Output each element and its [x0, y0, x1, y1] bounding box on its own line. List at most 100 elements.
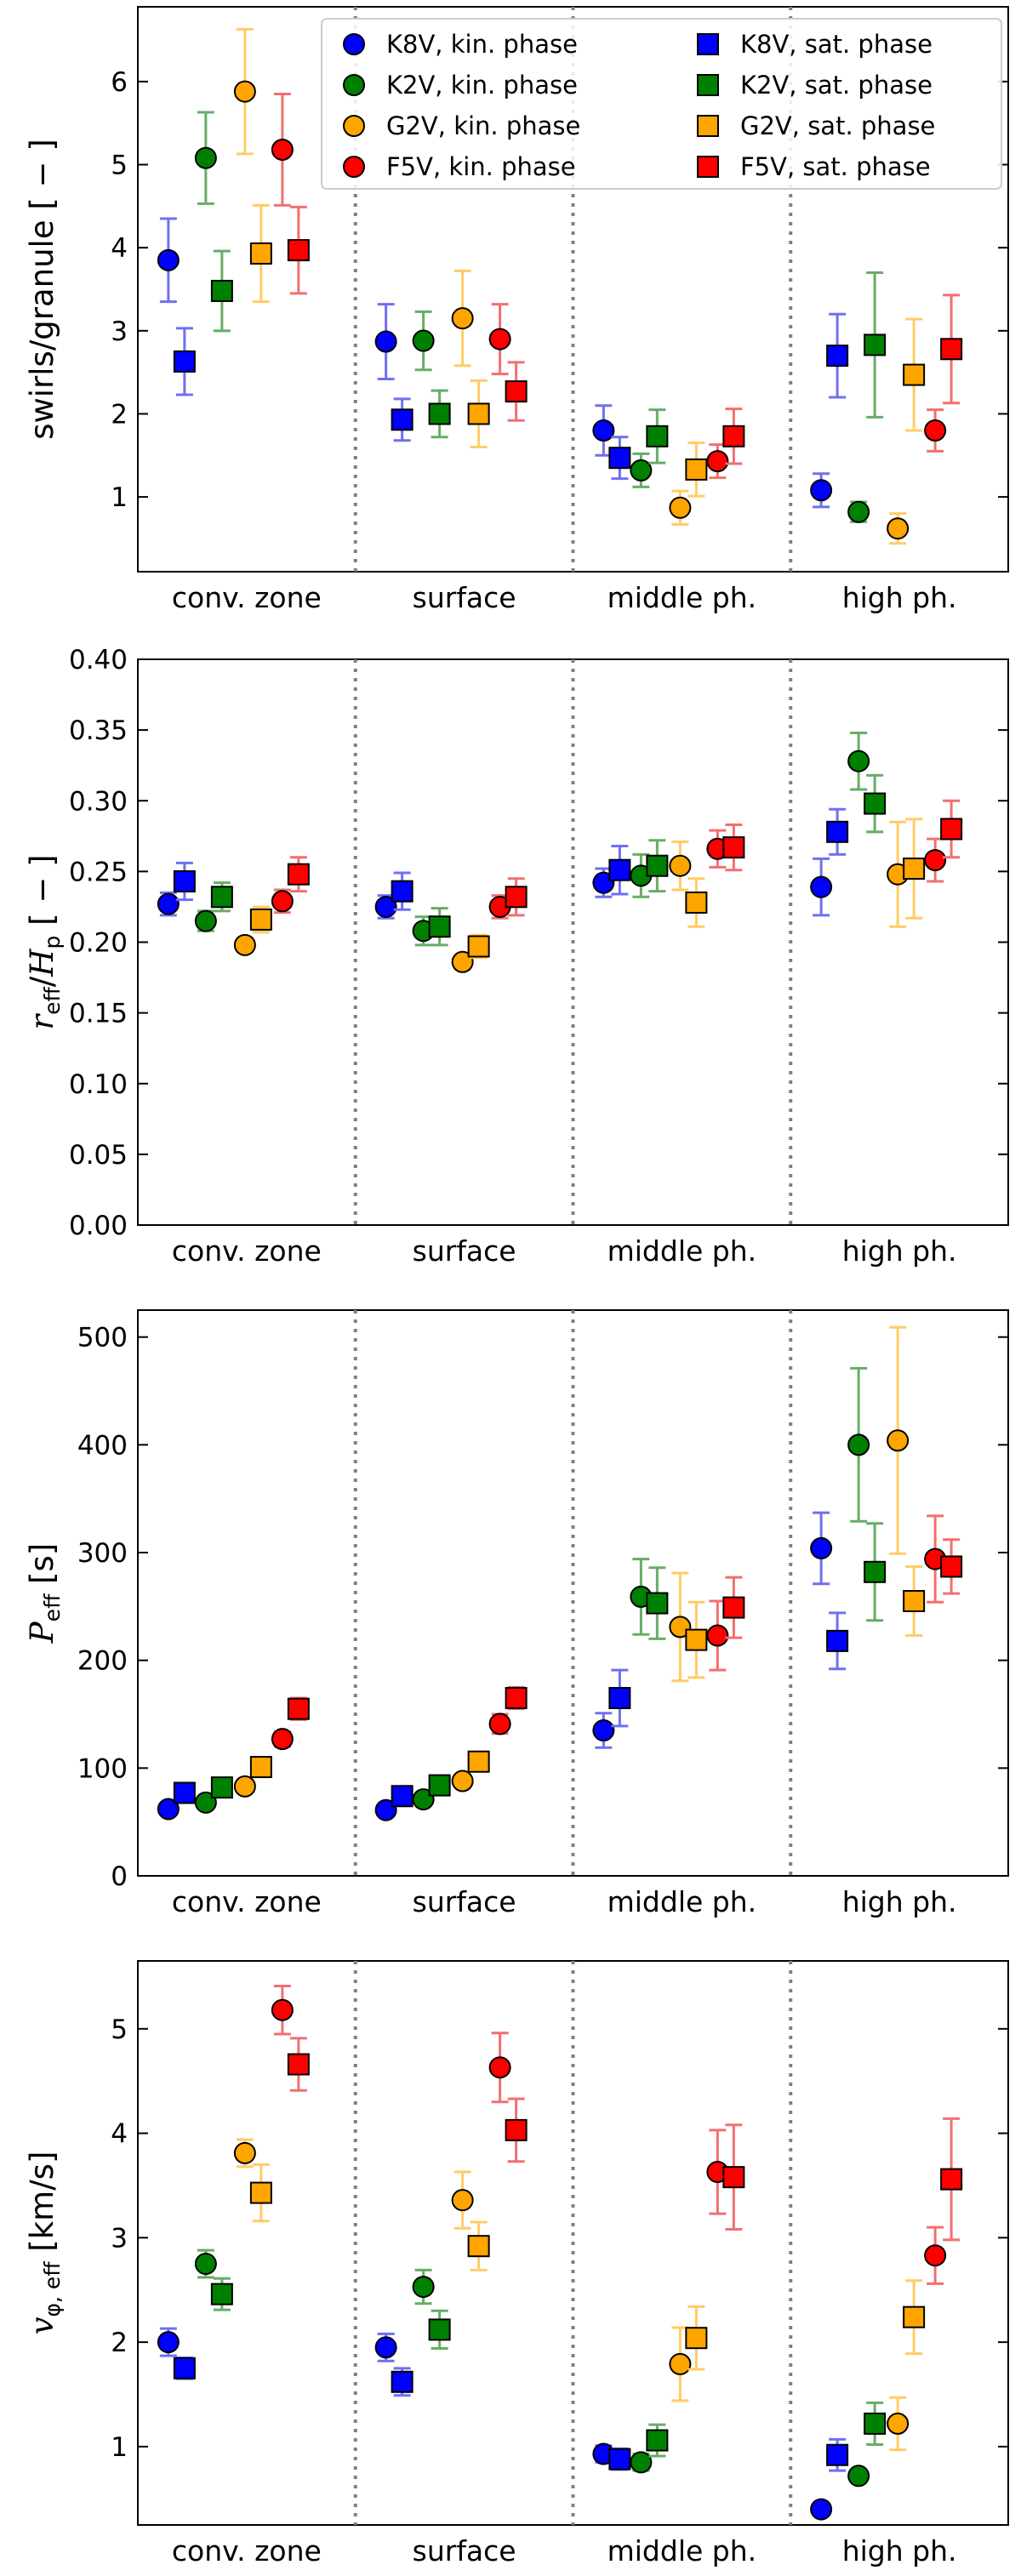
marker-g2v-sat [685, 891, 708, 914]
data-point [467, 2220, 490, 2271]
marker-k2v-sat [210, 1776, 233, 1799]
marker-k8v-sat [826, 1629, 849, 1652]
data-point [903, 1564, 926, 1638]
data-point [847, 731, 870, 791]
marker-g2v-sat [249, 1756, 272, 1779]
marker-k2v-sat [646, 1592, 669, 1615]
marker-f5v-kin [271, 1728, 294, 1751]
marker-f5v-sat [940, 818, 963, 841]
data-point [412, 310, 435, 372]
data-point [451, 1770, 474, 1792]
marker-k2v-sat [864, 1560, 887, 1583]
marker-f5v-kin [488, 328, 511, 350]
y-tick-label: 3 [111, 316, 128, 347]
legend-marker-square [697, 33, 719, 55]
data-point [864, 2401, 887, 2446]
marker-g2v-sat [903, 2305, 926, 2328]
legend-label: K8V, sat. phase [740, 30, 933, 59]
data-point [864, 773, 887, 834]
marker-f5v-sat [722, 425, 745, 447]
marker-f5v-sat [722, 1596, 745, 1619]
legend-item: K2V, sat. phase [697, 71, 933, 100]
y-tick-label: 0.15 [69, 999, 128, 1029]
legend-label: K2V, kin. phase [386, 71, 578, 100]
marker-g2v-sat [249, 242, 272, 265]
marker-f5v-sat [505, 886, 528, 909]
data-point [173, 861, 196, 902]
marker-g2v-kin [451, 307, 474, 330]
x-category-label: surface [413, 1234, 516, 1268]
y-tick-label: 5 [111, 2015, 128, 2045]
marker-k2v-sat [428, 2318, 451, 2341]
x-category-label: middle ph. [607, 2534, 757, 2567]
marker-f5v-sat [287, 863, 310, 886]
data-point [847, 500, 870, 523]
data-point [271, 1984, 294, 2036]
marker-g2v-sat [903, 1590, 926, 1612]
data-point [287, 1696, 310, 1721]
data-point [887, 512, 910, 545]
marker-f5v-sat [287, 1697, 310, 1720]
marker-k2v-kin [630, 459, 653, 482]
y-tick-label: 0.10 [69, 1069, 128, 1100]
marker-k8v-kin [157, 892, 180, 915]
legend-marker-circle [343, 156, 365, 178]
data-point [271, 888, 294, 915]
data-point [451, 2170, 474, 2230]
data-point [685, 877, 708, 928]
panel-2: 0.00 0.05 0.10 0.15 0.20 0.25 0.30 0.35 0.40 conv… [24, 645, 1009, 1268]
data-point [706, 443, 729, 480]
data-point [722, 2123, 745, 2231]
marker-g2v-sat [903, 363, 926, 386]
marker-g2v-kin [233, 2141, 256, 2164]
marker-k8v-kin [374, 330, 397, 353]
legend-item: G2V, sat. phase [697, 111, 935, 140]
data-point [467, 379, 490, 449]
x-category-label: surface [413, 1885, 516, 1918]
x-category-label: middle ph. [607, 1885, 757, 1918]
y-tick-label: 5 [111, 151, 128, 181]
legend-marker-circle [343, 33, 365, 55]
marker-f5v-kin [706, 450, 729, 473]
y-tick-label: 200 [77, 1646, 128, 1677]
y-tick-label: 100 [77, 1753, 128, 1784]
data-point [940, 2117, 963, 2242]
marker-k2v-sat [646, 2429, 669, 2452]
data-point [488, 303, 511, 376]
marker-g2v-sat [467, 935, 490, 958]
data-point [685, 2305, 708, 2371]
data-point [233, 27, 256, 156]
data-point [826, 2437, 849, 2472]
data-point [669, 1571, 692, 1683]
y-tick-label: 3 [111, 2223, 128, 2254]
data-point [157, 217, 180, 304]
data-point [391, 871, 414, 911]
data-point [391, 2367, 414, 2397]
legend-marker-square [697, 74, 719, 96]
marker-k8v-sat [826, 345, 849, 368]
legend-label: G2V, kin. phase [386, 111, 580, 140]
data-point [924, 837, 947, 883]
marker-g2v-sat [685, 2327, 708, 2350]
marker-f5v-sat [287, 2053, 310, 2076]
data-point [810, 1511, 833, 1586]
marker-f5v-sat [940, 338, 963, 361]
marker-g2v-sat [903, 858, 926, 881]
legend-marker-circle [343, 115, 365, 137]
x-category-label: conv. zone [172, 581, 322, 614]
marker-g2v-sat [467, 2235, 490, 2258]
data-point [592, 1712, 615, 1749]
data-point [451, 270, 474, 368]
marker-k2v-sat [646, 425, 669, 447]
data-point [391, 397, 414, 442]
data-point [428, 2309, 451, 2351]
legend: K8V, kin. phase K2V, kin. phase G2V, kin. … [321, 18, 1002, 190]
data-point [685, 442, 708, 498]
data-point [630, 452, 653, 488]
marker-g2v-kin [887, 1429, 910, 1452]
data-point [608, 436, 631, 481]
y-tick-label: 0.30 [69, 786, 128, 817]
data-point [810, 857, 833, 917]
marker-k2v-kin [412, 2276, 435, 2299]
data-point [903, 317, 926, 432]
